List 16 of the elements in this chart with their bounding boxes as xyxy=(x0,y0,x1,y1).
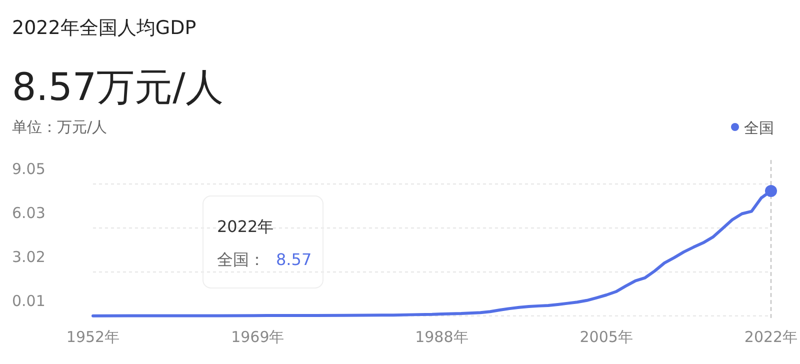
x-tick-label: 1969年 xyxy=(231,328,284,346)
x-tick-label: 2005年 xyxy=(580,328,633,346)
legend-label: 全国 xyxy=(744,119,774,137)
chart-title: 2022年全国人均GDP xyxy=(12,17,196,39)
chart-subtitle: 8.57万元/人 xyxy=(12,65,224,109)
x-tick-label: 1952年 xyxy=(66,328,120,346)
annotation: 2022年 xyxy=(217,217,274,236)
y-tick-label: 0.01 xyxy=(12,292,46,310)
y-axis-title: 单位：万元/人 xyxy=(12,118,108,136)
x-tick-label: 1988年 xyxy=(415,328,468,346)
y-tick-label: 9.05 xyxy=(12,160,46,178)
annotation: 8.57 xyxy=(276,250,312,269)
y-tick-label: 6.03 xyxy=(12,204,46,222)
annotation: 全国： xyxy=(217,250,265,269)
x-tick-label: 2022年 xyxy=(744,328,798,346)
y-tick-label: 3.02 xyxy=(12,248,46,266)
